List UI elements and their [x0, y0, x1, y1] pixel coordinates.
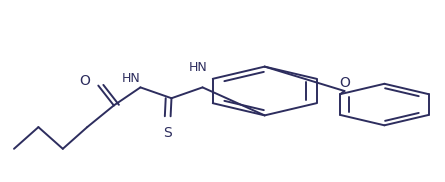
Text: HN: HN	[189, 61, 207, 74]
Text: HN: HN	[122, 72, 141, 85]
Text: S: S	[163, 126, 171, 140]
Text: O: O	[339, 76, 350, 90]
Text: O: O	[80, 74, 90, 88]
